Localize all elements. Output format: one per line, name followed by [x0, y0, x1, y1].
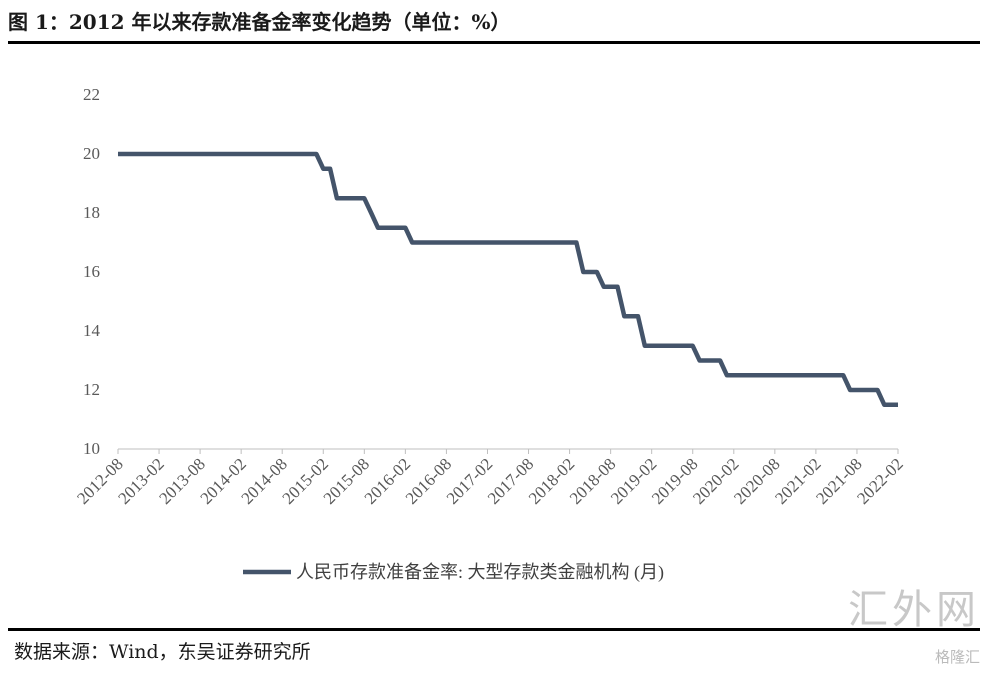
- y-tick-label: 20: [83, 144, 100, 163]
- source-note: 数据来源：Wind，东吴证券研究所: [14, 641, 311, 663]
- y-tick-label: 14: [83, 321, 101, 340]
- y-tick-label: 22: [83, 85, 100, 104]
- figure-title: 图 1：2012 年以来存款准备金率变化趋势（单位：%）: [8, 10, 511, 34]
- y-tick-label: 18: [83, 203, 100, 222]
- y-tick-label: 10: [83, 439, 100, 458]
- bottom-rule: [8, 628, 980, 631]
- legend-label: 人民币存款准备金率: 大型存款类金融机构 (月): [296, 562, 664, 583]
- watermark: 汇外网: [848, 587, 980, 633]
- y-tick-label: 16: [83, 262, 100, 281]
- watermark-sub: 格隆汇: [934, 648, 980, 666]
- top-rule: [8, 41, 980, 44]
- x-tick-label: 2022-02: [853, 454, 907, 508]
- y-tick-label: 12: [83, 380, 100, 399]
- series-line: [118, 151, 898, 408]
